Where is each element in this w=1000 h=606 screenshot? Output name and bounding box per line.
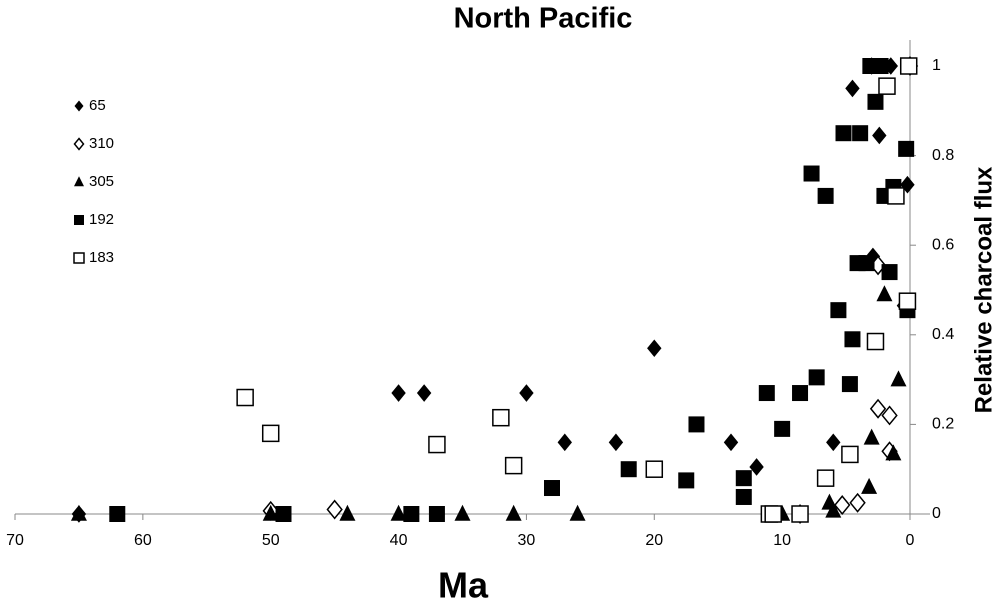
- point: [758, 385, 775, 402]
- point: [620, 461, 637, 478]
- legend-label: 310: [89, 135, 114, 152]
- point: [852, 125, 869, 142]
- point: [881, 264, 898, 281]
- point: [890, 370, 907, 387]
- point: [70, 504, 87, 521]
- chart-title: North Pacific: [454, 3, 633, 35]
- point: [791, 505, 809, 523]
- point: [878, 77, 896, 95]
- point: [867, 93, 884, 110]
- point: [825, 501, 842, 518]
- point: [881, 405, 898, 426]
- y-tick-label: 0: [932, 505, 941, 522]
- point: [678, 472, 695, 489]
- point: [749, 458, 764, 476]
- y-axis-label: Relative charcoal flux: [970, 166, 997, 413]
- point: [647, 339, 662, 358]
- legend-marker: [73, 137, 85, 151]
- x-tick-label: 20: [645, 532, 663, 549]
- x-tick-label: 30: [518, 532, 536, 549]
- point: [841, 376, 858, 393]
- point: [735, 470, 752, 487]
- point: [774, 420, 791, 437]
- point: [557, 433, 572, 452]
- point: [841, 445, 859, 464]
- point: [898, 140, 915, 157]
- point: [505, 504, 522, 521]
- point: [858, 255, 875, 272]
- legend-marker: [73, 252, 85, 264]
- legend-label: 183: [89, 249, 114, 266]
- y-tick-label: 0.8: [932, 147, 954, 164]
- point: [723, 433, 739, 452]
- point: [339, 504, 356, 521]
- point: [817, 187, 834, 204]
- point: [504, 456, 523, 475]
- point: [236, 388, 254, 407]
- x-tick-label: 0: [906, 532, 915, 549]
- point: [792, 385, 809, 402]
- point: [390, 504, 407, 521]
- point: [866, 332, 885, 351]
- point: [872, 58, 889, 74]
- x-tick-label: 40: [390, 532, 408, 549]
- point: [830, 302, 847, 319]
- point: [899, 57, 918, 75]
- legend-marker: [74, 215, 84, 225]
- point: [876, 285, 893, 302]
- point: [861, 477, 878, 494]
- legend-marker: [74, 176, 84, 187]
- x-tick-label: 60: [134, 532, 152, 549]
- point: [492, 408, 510, 427]
- point: [416, 384, 432, 402]
- y-tick-label: 0.4: [932, 326, 954, 343]
- point: [109, 506, 126, 522]
- point: [826, 433, 841, 452]
- point: [849, 492, 866, 513]
- point: [764, 505, 782, 523]
- legend-marker: [74, 100, 84, 112]
- point: [569, 504, 586, 521]
- point: [262, 504, 279, 521]
- point: [887, 187, 905, 205]
- legend-label: 305: [89, 173, 114, 190]
- point: [403, 506, 420, 522]
- x-tick-label: 70: [6, 532, 24, 549]
- point: [275, 506, 292, 522]
- point: [544, 480, 560, 497]
- point: [803, 165, 820, 182]
- x-axis-label: Ma: [438, 565, 489, 606]
- point: [428, 506, 445, 522]
- point: [885, 444, 902, 461]
- point: [869, 398, 887, 419]
- point: [608, 433, 624, 452]
- point: [645, 460, 664, 478]
- y-tick-label: 1: [932, 57, 941, 74]
- point: [835, 125, 852, 142]
- point: [863, 428, 880, 445]
- point: [834, 495, 851, 516]
- legend-label: 192: [89, 211, 114, 228]
- point: [454, 504, 471, 521]
- legend-label: 65: [89, 97, 106, 114]
- point: [844, 331, 861, 348]
- point: [326, 499, 343, 520]
- y-tick-label: 0.6: [932, 236, 954, 253]
- point: [519, 384, 534, 402]
- x-tick-label: 10: [773, 532, 791, 549]
- point: [261, 424, 280, 443]
- point: [808, 369, 825, 386]
- point: [845, 79, 860, 98]
- point: [688, 416, 705, 433]
- point: [816, 469, 835, 487]
- point: [898, 292, 917, 310]
- y-tick-label: 0.2: [932, 416, 954, 433]
- point: [735, 488, 752, 505]
- point: [428, 435, 446, 454]
- point: [391, 384, 406, 402]
- point: [872, 126, 887, 145]
- x-tick-label: 50: [262, 532, 280, 549]
